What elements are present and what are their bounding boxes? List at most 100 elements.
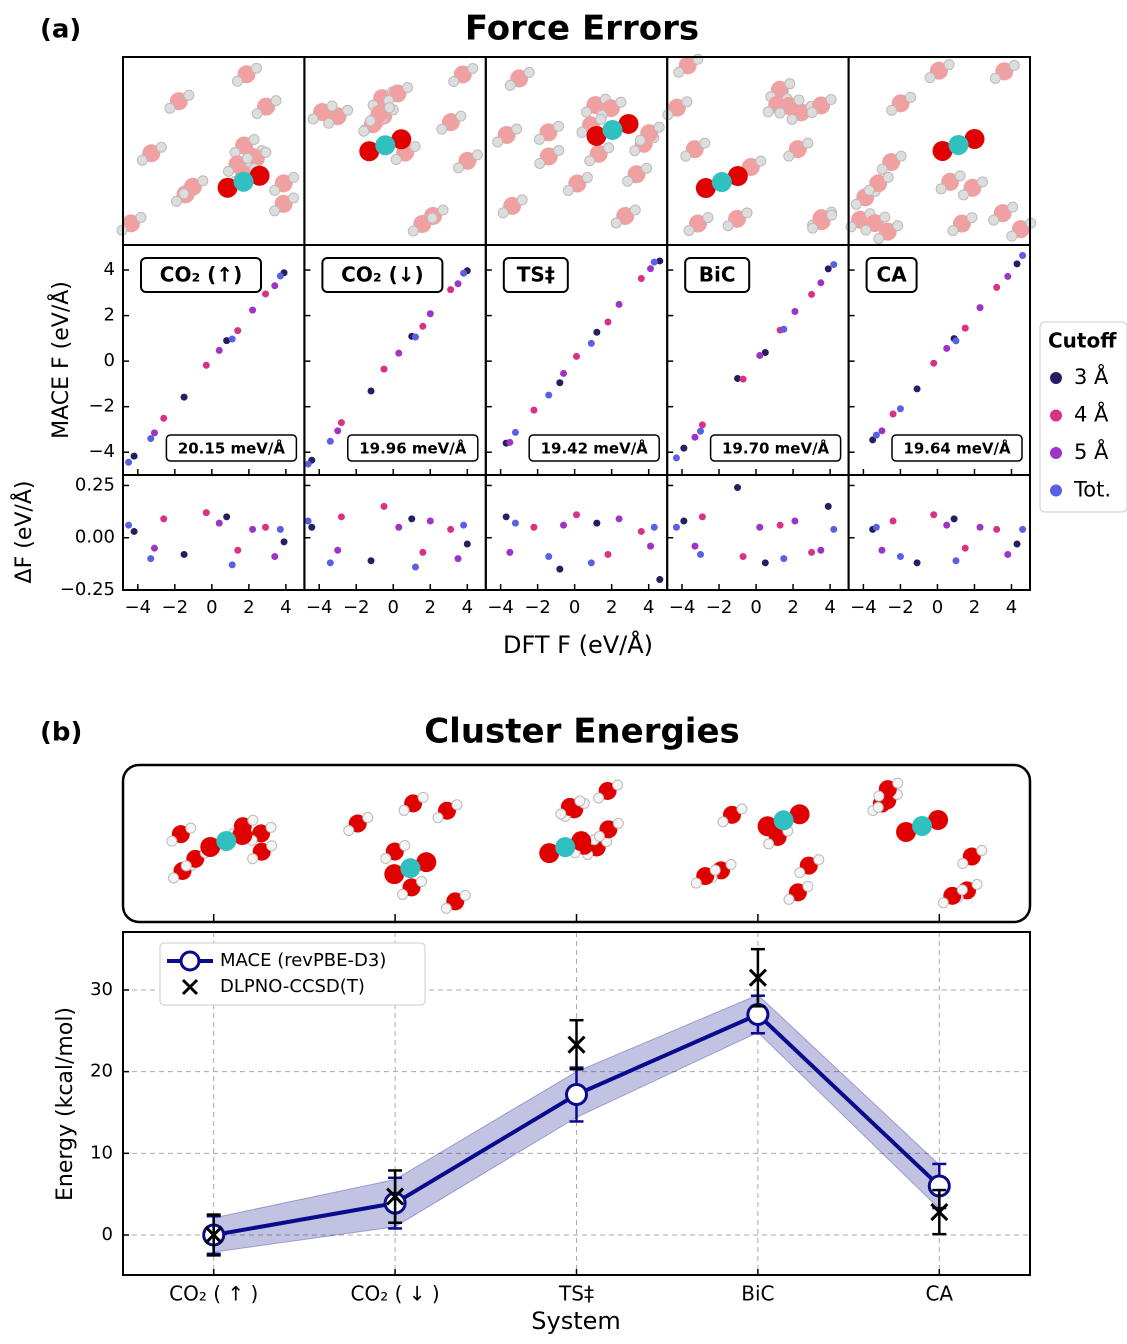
residual-point bbox=[656, 576, 664, 584]
molecule-atom bbox=[492, 136, 504, 148]
molecule-atom bbox=[384, 864, 405, 885]
molecule-atom bbox=[553, 144, 565, 156]
legend-marker bbox=[181, 978, 199, 996]
residual-point bbox=[734, 484, 742, 492]
legend-label: MACE (revPBE-D3) bbox=[220, 950, 386, 971]
residual-point bbox=[271, 553, 279, 561]
molecule-atom bbox=[402, 81, 414, 93]
molecule-atom bbox=[653, 121, 665, 133]
molecule-atom bbox=[155, 141, 167, 153]
residual-point bbox=[367, 557, 375, 565]
parity-point bbox=[604, 318, 612, 326]
molecule-atom bbox=[935, 183, 947, 195]
legend-label: DLPNO-CCSD(T) bbox=[220, 976, 365, 997]
marker bbox=[204, 1225, 223, 1245]
residual-point bbox=[530, 523, 538, 531]
molecule-atom bbox=[307, 113, 319, 125]
residual-point bbox=[697, 550, 705, 558]
molecule-atom bbox=[612, 817, 624, 829]
molecule-atom bbox=[217, 177, 238, 198]
parity-point bbox=[993, 283, 1001, 291]
residual-point bbox=[262, 523, 270, 531]
molecule-atom bbox=[586, 125, 607, 146]
x-tick-label: 0 bbox=[388, 597, 399, 618]
parity-point bbox=[734, 374, 742, 382]
y2-tick-label: 0.25 bbox=[75, 474, 115, 495]
residual-point bbox=[545, 553, 553, 561]
molecule-atom bbox=[197, 175, 209, 187]
molecule-atom bbox=[807, 222, 819, 234]
molecule-atom bbox=[845, 221, 857, 233]
x-tick-label: 2 bbox=[969, 597, 980, 618]
plot-frame bbox=[303, 474, 487, 591]
molecule-atom bbox=[943, 59, 955, 71]
molecule-atom bbox=[398, 804, 410, 816]
residual-point bbox=[1004, 550, 1012, 558]
parity-point bbox=[615, 300, 623, 308]
molecule-atom bbox=[555, 837, 576, 858]
residual-point bbox=[130, 527, 138, 535]
panel-label-box bbox=[865, 257, 918, 293]
molecule-atom bbox=[629, 145, 641, 157]
molecule-atom bbox=[896, 821, 917, 842]
molecule-atom bbox=[451, 799, 463, 811]
molecule-atom bbox=[850, 198, 862, 210]
residual-point bbox=[125, 521, 133, 529]
molecule-atom bbox=[863, 184, 875, 196]
residual-point bbox=[650, 523, 658, 531]
molecule-atom bbox=[872, 801, 884, 813]
residual-point bbox=[202, 509, 210, 517]
molecule-atom bbox=[222, 165, 234, 177]
molecule-atom bbox=[794, 867, 806, 879]
plot-frame bbox=[847, 474, 1031, 591]
molecule-atom bbox=[241, 152, 253, 164]
panel-label: CO₂ (↓) bbox=[341, 263, 423, 287]
residual-point bbox=[930, 511, 938, 519]
parity-point bbox=[1019, 251, 1027, 259]
parity-point bbox=[680, 444, 688, 452]
molecule-atom bbox=[966, 212, 978, 224]
molecule-atom bbox=[709, 864, 721, 876]
parity-point bbox=[573, 352, 580, 360]
chart-title: Force Errors bbox=[465, 9, 699, 49]
molecule-atom bbox=[905, 91, 917, 103]
molecule-atom bbox=[584, 155, 596, 167]
molecule-atom bbox=[971, 878, 983, 890]
residual-point bbox=[380, 502, 388, 510]
parity-point bbox=[817, 279, 825, 287]
residual-point bbox=[1019, 525, 1027, 533]
y2-axis-label: ΔF (eV/Å) bbox=[10, 481, 37, 584]
molecule-atom bbox=[164, 102, 176, 114]
parity-point bbox=[147, 435, 155, 443]
legend-label: 3 Å bbox=[1074, 363, 1109, 389]
residual-point bbox=[691, 542, 699, 550]
molecule-atom bbox=[783, 893, 795, 905]
molecule-atom bbox=[988, 214, 1000, 226]
molecule-atom bbox=[247, 853, 259, 865]
molecule-atom bbox=[802, 137, 814, 149]
parity-point bbox=[1013, 260, 1021, 268]
molecule-atom bbox=[593, 830, 605, 842]
residual-point bbox=[698, 513, 706, 521]
x-tick-label: 0 bbox=[206, 597, 217, 618]
mae-box bbox=[528, 434, 660, 462]
parity-point bbox=[672, 454, 680, 462]
parity-point bbox=[454, 280, 462, 288]
molecule-atom bbox=[976, 845, 988, 857]
molecule-atom bbox=[711, 172, 732, 193]
molecule-atom bbox=[802, 880, 814, 892]
molecule-atom bbox=[876, 163, 888, 175]
y-axis-label: Energy (kcal/mol) bbox=[53, 1007, 78, 1201]
molecule-atom bbox=[166, 835, 178, 847]
mae-box bbox=[165, 434, 298, 462]
molecule-atom bbox=[247, 814, 259, 826]
molecule-atom bbox=[452, 162, 464, 174]
legend-box bbox=[159, 942, 426, 1006]
molecule-atom bbox=[602, 119, 623, 140]
x-tick-label: 4 bbox=[824, 597, 835, 618]
residual-point bbox=[776, 521, 784, 529]
molecule-atom bbox=[954, 170, 966, 182]
molecule-atom bbox=[736, 803, 748, 815]
parity-point bbox=[824, 265, 832, 273]
parity-point bbox=[150, 429, 158, 437]
